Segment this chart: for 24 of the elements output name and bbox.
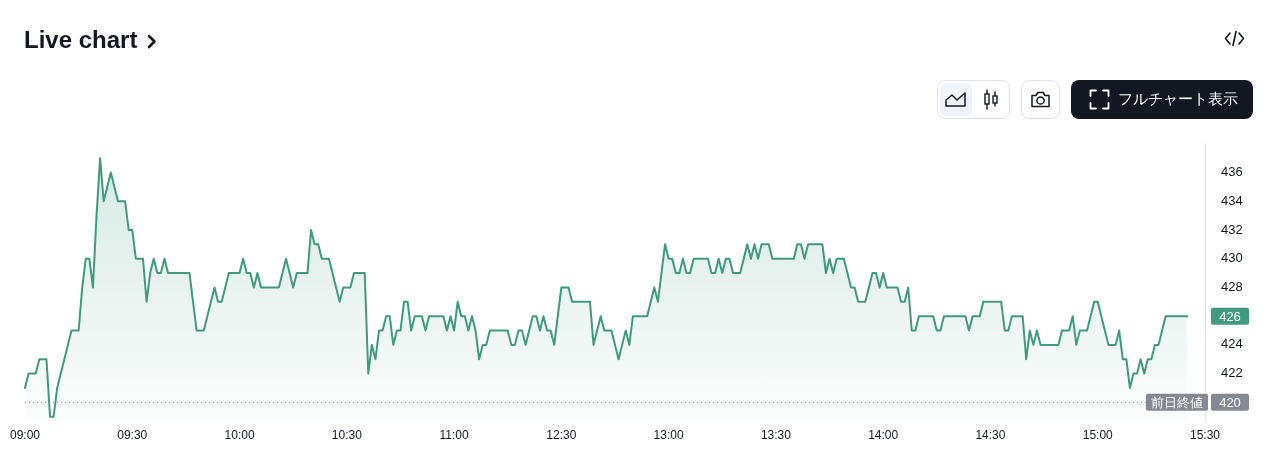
x-tick-label: 15:30	[1189, 427, 1221, 442]
chart-title: Live chart	[24, 25, 138, 55]
y-tick-label: 434	[1221, 192, 1243, 208]
x-tick-label: 10:00	[224, 427, 255, 442]
x-tick-label: 13:00	[653, 427, 684, 442]
x-tick-label: 15:00	[1082, 427, 1114, 442]
text: フルチャート表示	[1118, 90, 1238, 107]
y-tick-label: 424	[1221, 336, 1243, 352]
x-tick-label: 13:30	[760, 427, 792, 442]
x-tick-label: 09:30	[117, 427, 148, 442]
x-tick-label: 11:00	[439, 427, 469, 442]
x-tick-label: 09:00	[9, 427, 41, 442]
y-tick-label: 428	[1221, 279, 1243, 295]
y-tick-label: 436	[1221, 164, 1243, 180]
x-tick-label: 12:30	[546, 427, 577, 442]
y-tick-label: 432	[1221, 221, 1243, 237]
y-tick-label: 422	[1221, 365, 1243, 381]
ref-line-label: 前日終値	[1151, 394, 1203, 410]
text: 426	[1219, 308, 1241, 324]
y-tick-label: 420	[1219, 394, 1241, 410]
x-tick-label: 14:30	[975, 427, 1006, 442]
x-tick-label: 14:00	[868, 427, 899, 442]
x-tick-label: 10:30	[331, 427, 363, 442]
y-tick-label: 430	[1221, 250, 1243, 266]
